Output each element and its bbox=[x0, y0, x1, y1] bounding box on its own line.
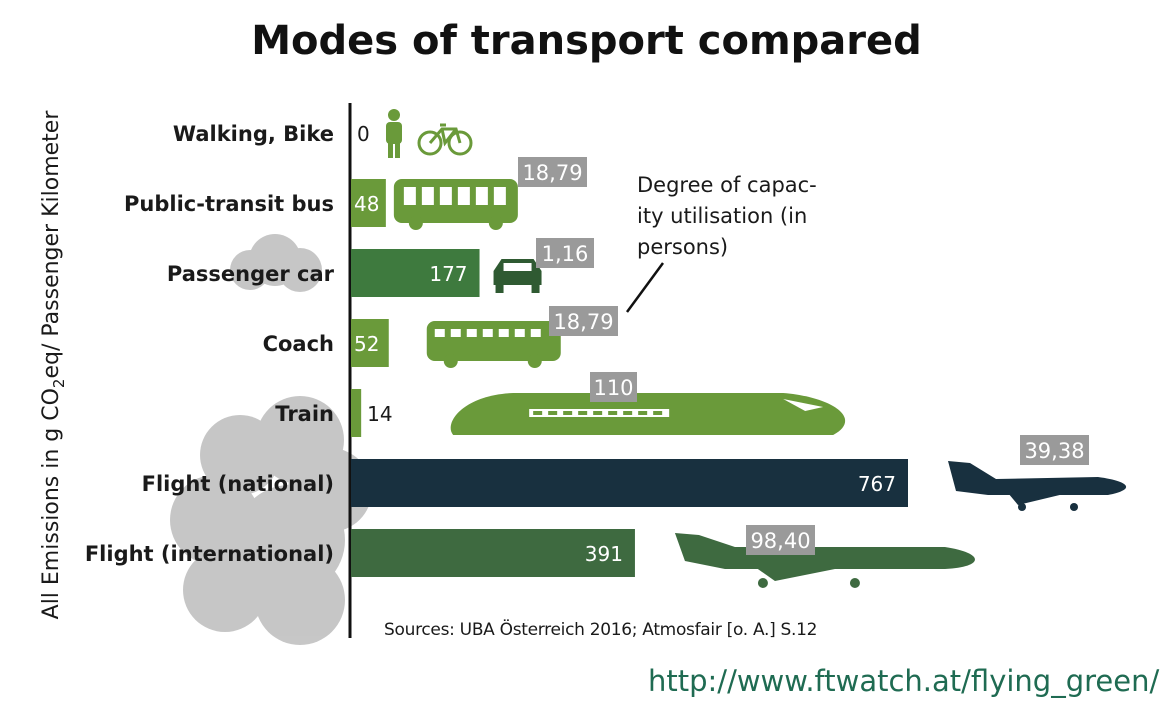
value-label: 48 bbox=[354, 192, 379, 216]
capacity-annotation: Degree of capac-ity utilisation (in perso… bbox=[625, 173, 817, 313]
bus-icon bbox=[393, 179, 518, 230]
bar bbox=[351, 179, 386, 227]
bar bbox=[351, 249, 480, 297]
svg-text:All Emissions in g CO2eq/ Pass: All Emissions in g CO2eq/ Passenger Kilo… bbox=[39, 110, 68, 620]
y-axis-label: All Emissions in g CO2eq/ Passenger Kilo… bbox=[39, 110, 68, 620]
category-label: Public-transit bus bbox=[124, 192, 334, 216]
category-label: Walking, Bike bbox=[173, 122, 334, 146]
annotation-line: persons) bbox=[637, 235, 728, 259]
capacity-badge bbox=[590, 372, 637, 402]
bar bbox=[351, 459, 908, 507]
bar bbox=[351, 389, 362, 437]
bar bbox=[351, 529, 635, 577]
chart-title: Modes of transport compared bbox=[251, 18, 922, 64]
pedestrian-bicycle-icon bbox=[386, 109, 473, 158]
category-label: Passenger car bbox=[167, 262, 335, 286]
capacity-badge bbox=[549, 306, 618, 336]
car-icon bbox=[493, 259, 542, 293]
airliner-icon bbox=[674, 533, 975, 588]
capacity-value: 39,38 bbox=[1024, 439, 1084, 463]
annotation-line: ity utilisation (in bbox=[637, 204, 807, 228]
capacity-badge bbox=[746, 525, 815, 555]
capacity-value: 110 bbox=[593, 376, 633, 400]
capacity-value: 18,79 bbox=[553, 310, 613, 334]
jet-plane-icon bbox=[948, 461, 1127, 511]
source-url: http://www.ftwatch.at/flying_green/ bbox=[648, 664, 1160, 698]
capacity-value: 98,40 bbox=[750, 529, 810, 553]
coach-icon bbox=[426, 321, 561, 368]
value-label: 52 bbox=[354, 332, 379, 356]
bar bbox=[351, 319, 389, 367]
category-label: Train bbox=[275, 402, 334, 426]
annotation-line: Degree of capac- bbox=[637, 173, 817, 197]
value-label: 0 bbox=[357, 122, 370, 146]
capacity-badge bbox=[518, 157, 587, 187]
category-label: Flight (international) bbox=[85, 542, 334, 566]
value-label: 14 bbox=[367, 402, 392, 426]
smog-cloud-decoration bbox=[170, 234, 372, 645]
value-label: 391 bbox=[585, 542, 623, 566]
category-label: Coach bbox=[263, 332, 334, 356]
capacity-badge bbox=[1020, 435, 1089, 465]
source-note: Sources: UBA Österreich 2016; Atmosfair … bbox=[384, 620, 818, 640]
capacity-value: 18,79 bbox=[522, 161, 582, 185]
value-label: 767 bbox=[858, 472, 896, 496]
category-label: Flight (national) bbox=[142, 472, 334, 496]
train-icon bbox=[450, 393, 846, 435]
capacity-badge bbox=[536, 238, 594, 268]
capacity-value: 1,16 bbox=[542, 242, 589, 266]
value-label: 177 bbox=[429, 262, 467, 286]
